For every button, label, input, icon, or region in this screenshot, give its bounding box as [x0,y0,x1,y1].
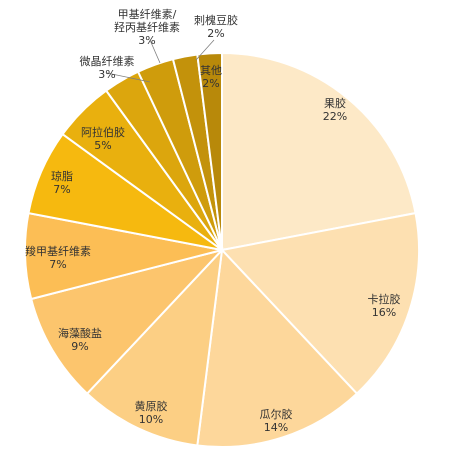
slice-label-0: 果胶 22% [323,96,347,123]
slice-label-2: 瓜尔胶 14% [260,407,293,434]
pie-slice-4 [29,248,226,396]
slice-label-11: 其他 2% [200,64,222,90]
pie-labels: 果胶 22% 卡拉胶 16% 瓜尔胶 14% 黄原胶 10% 海藻酸盐 9% 羧甲基纤维素 7% 琼脂 7… [25,8,401,434]
slice-label-5: 羧甲基纤维素 7% [25,244,91,271]
pie-slice-2 [196,247,359,448]
leader-line-10 [195,39,215,61]
slice-label-4: 海藻酸盐 9% [58,326,102,353]
slice-label-1: 卡拉胶 16% [368,292,401,319]
slice-label-6: 琼脂 7% [51,169,73,196]
slice-label-9: 甲基纤维素/羟丙基纤维素 3% [114,8,180,47]
slice-label-7: 阿拉伯胶 5% [81,125,125,152]
slice-label-3: 黄原胶 10% [135,399,168,426]
pie-slice-0 [221,51,417,252]
pie-slice-11 [196,51,223,251]
pie-slice-3 [85,247,224,447]
leader-line-9 [149,39,161,64]
slice-label-10: 刺槐豆胶 2% [194,13,238,40]
pie-slice-1 [220,211,420,396]
leader-line-8 [106,72,151,83]
pie-slices [24,51,420,448]
slice-label-8: 微晶纤维素 3% [80,54,135,81]
